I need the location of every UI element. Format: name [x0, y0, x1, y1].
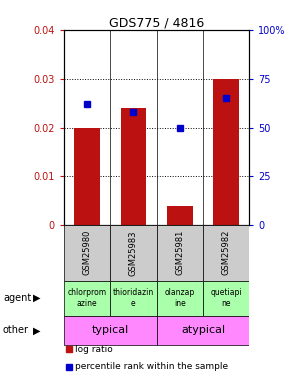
Text: atypical: atypical — [181, 325, 225, 335]
Text: agent: agent — [3, 293, 31, 303]
Bar — [64, 280, 110, 316]
Bar — [74, 128, 100, 225]
Bar — [203, 280, 249, 316]
Bar — [167, 206, 193, 225]
Bar — [157, 225, 203, 280]
Bar — [157, 316, 249, 345]
Bar — [64, 316, 157, 345]
Text: GSM25982: GSM25982 — [222, 230, 231, 276]
Bar — [121, 108, 146, 225]
Text: GSM25983: GSM25983 — [129, 230, 138, 276]
Bar — [110, 280, 157, 316]
Text: ▶: ▶ — [33, 293, 41, 303]
Text: typical: typical — [92, 325, 129, 335]
Bar — [213, 79, 239, 225]
Bar — [157, 280, 203, 316]
Text: other: other — [3, 325, 29, 335]
Text: GDS775 / 4816: GDS775 / 4816 — [109, 17, 204, 30]
Text: percentile rank within the sample: percentile rank within the sample — [75, 362, 229, 371]
Bar — [64, 225, 110, 280]
Text: olanzap
ine: olanzap ine — [165, 288, 195, 308]
Text: GSM25981: GSM25981 — [175, 230, 184, 276]
Text: quetiapi
ne: quetiapi ne — [210, 288, 242, 308]
Text: log ratio: log ratio — [75, 345, 113, 354]
Text: thioridazin
e: thioridazin e — [113, 288, 154, 308]
Bar — [110, 225, 157, 280]
Text: chlorprom
azine: chlorprom azine — [68, 288, 106, 308]
Text: GSM25980: GSM25980 — [82, 230, 92, 276]
Text: ▶: ▶ — [33, 325, 41, 335]
Bar — [203, 225, 249, 280]
